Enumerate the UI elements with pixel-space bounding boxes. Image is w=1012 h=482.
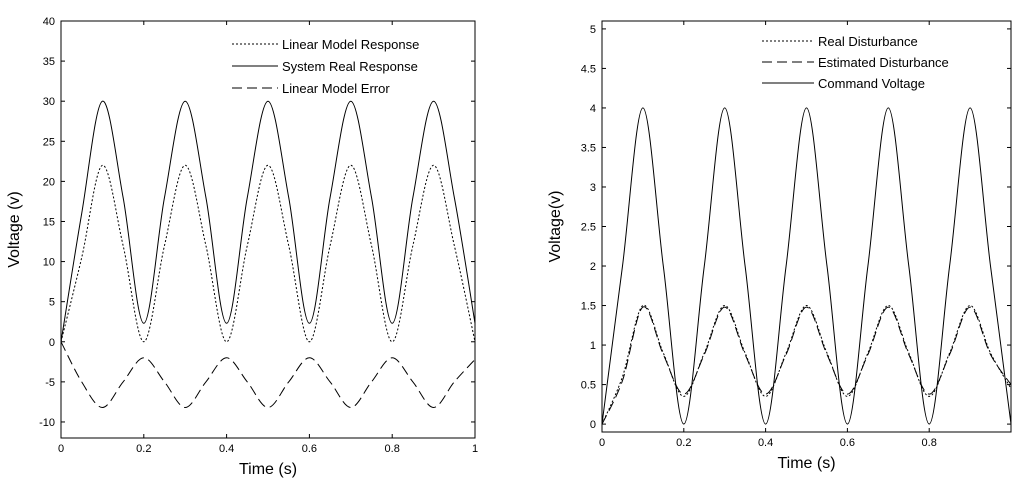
left-y-tick-label: -10: [39, 417, 55, 429]
left-plot-frame: [60, 20, 476, 439]
left-y-tick-label: 10: [43, 257, 55, 269]
left-y-tick-label: 30: [43, 96, 55, 108]
left-y-tick-label: 20: [43, 176, 55, 188]
right-y-tick-label: 2: [590, 261, 596, 273]
left-legend-label-2: System Real Response: [282, 59, 418, 74]
right-series-line-2: [601, 306, 1012, 425]
left-y-tick-label: 25: [43, 136, 55, 148]
left-x-tick-label: 0: [58, 443, 64, 455]
left-y-axis-label: Voltage (v): [6, 191, 23, 267]
left-x-tick-label: 0.4: [219, 443, 234, 455]
right-x-axis-label: Time (s): [777, 455, 835, 472]
right-x-tick-label: 0.2: [676, 437, 691, 449]
left-x-tick-label: 0.2: [136, 443, 151, 455]
left-series-line-3: [60, 341, 476, 409]
right-legend-label-3: Command Voltage: [818, 76, 925, 91]
right-x-tick-label: 0.6: [840, 437, 855, 449]
right-y-tick-label: 1.5: [581, 301, 596, 313]
left-x-tick-label: 0.8: [385, 443, 400, 455]
left-x-tick-label: 1: [472, 443, 478, 455]
right-x-tick-label: 0.8: [922, 437, 937, 449]
left-x-tick-label: 0.6: [302, 443, 317, 455]
right-y-tick-label: 2.5: [581, 222, 596, 234]
right-y-tick-label: 4: [590, 103, 596, 115]
left-x-axis-label: Time (s): [239, 461, 297, 478]
right-y-tick-label: 3.5: [581, 142, 596, 154]
left-y-tick-label: 40: [43, 16, 55, 28]
left-series-line-1: [60, 164, 476, 343]
right-y-axis-label: Voltage(v): [547, 190, 564, 262]
left-legend-label-3: Linear Model Error: [282, 81, 390, 96]
right-y-tick-label: 4.5: [581, 63, 596, 75]
right-legend-label-2: Estimated Disturbance: [818, 55, 949, 70]
left-y-tick-label: 5: [49, 297, 55, 309]
left-series-line-2: [60, 100, 476, 342]
right-y-tick-label: 3: [590, 182, 596, 194]
left-y-tick-label: 0: [49, 337, 55, 349]
left-y-tick-label: 35: [43, 56, 55, 68]
right-y-tick-label: 1: [590, 340, 596, 352]
right-chart: 0 0.2 0.4 0.6 0.8 0 0.5 1 1.5 2 2.5 3 3.5 4 4.5 5 Time (…: [547, 20, 1012, 472]
right-legend-label-1: Real Disturbance: [818, 34, 918, 49]
left-legend-label-1: Linear Model Response: [282, 37, 419, 52]
right-y-tick-label: 0: [590, 419, 596, 431]
right-series-line-3: [601, 107, 1012, 425]
left-y-tick-label: -5: [45, 377, 55, 389]
right-x-tick-label: 0: [599, 437, 605, 449]
left-y-tick-label: 15: [43, 216, 55, 228]
right-series-line-1: [601, 304, 1012, 425]
right-x-tick-label: 0.4: [758, 437, 773, 449]
left-chart: 0 0.2 0.4 0.6 0.8 1 -10 -5 0 5 10 15 20 25 30 35 40 Time …: [6, 16, 478, 478]
right-y-tick-label: 0.5: [581, 380, 596, 392]
right-y-tick-label: 5: [590, 24, 596, 36]
